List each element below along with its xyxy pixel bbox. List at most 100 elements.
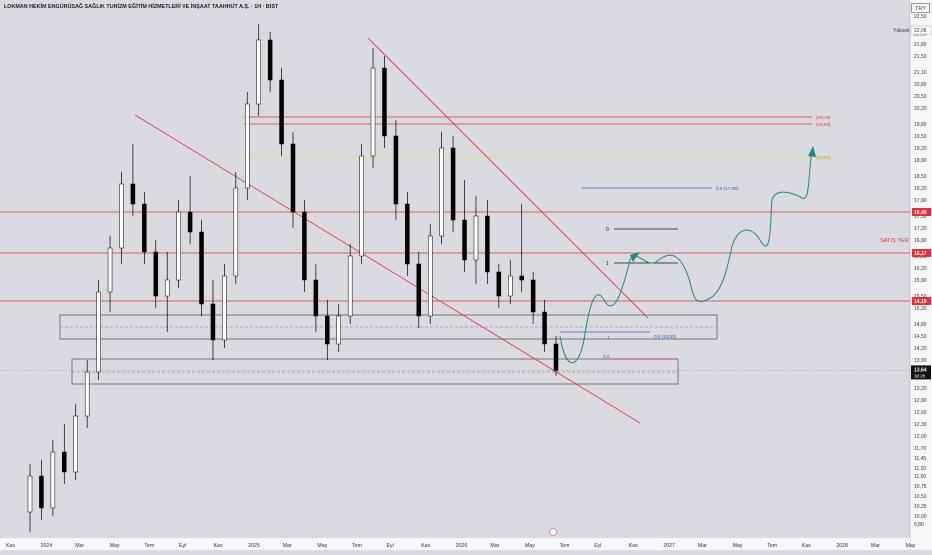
- y-tick-label: 19,80: [914, 122, 927, 128]
- candle-body: [553, 343, 559, 371]
- candle-body: [359, 155, 364, 257]
- candle-body: [187, 211, 193, 233]
- x-tick-label: Tem: [352, 543, 362, 549]
- x-tick-label: Eyl: [179, 543, 186, 549]
- x-tick-label: Eyl: [594, 543, 601, 549]
- level-price-label: 16,40: [914, 210, 927, 216]
- x-tick-label: May: [906, 543, 916, 549]
- y-tick-label: 21,80: [914, 42, 927, 48]
- level-price-tag: [912, 297, 931, 305]
- projection-arrowhead: [808, 146, 816, 157]
- candle-body: [508, 275, 513, 297]
- projection-arrowhead: [630, 252, 640, 262]
- plot-background: [0, 0, 910, 538]
- candle-body: [542, 311, 547, 345]
- candle-body: [405, 203, 410, 265]
- candle-body: [450, 147, 456, 221]
- x-tick-label: Kas: [421, 543, 430, 549]
- candle-body: [462, 219, 467, 261]
- y-tick-label: 21,10: [914, 70, 927, 76]
- y-tick-label: 10,00: [914, 514, 927, 520]
- candle-body: [496, 271, 502, 297]
- y-tick-label: 14,50: [914, 334, 927, 340]
- fib-level-label: 0,6: [603, 354, 610, 359]
- x-tick-label: 2026: [456, 543, 468, 549]
- x-tick-label: Mar: [75, 543, 84, 549]
- x-tick-label: 2028: [836, 543, 848, 549]
- candle-body: [73, 415, 78, 473]
- x-tick-label: Kas: [629, 543, 638, 549]
- projection-path: [559, 149, 813, 364]
- high-value-label: 22,06: [914, 28, 927, 34]
- candle-body: [530, 279, 536, 313]
- sell-zone-label: SATIŞ YER: [880, 238, 909, 244]
- y-tick-label: 20,20: [914, 106, 927, 112]
- y-tick-label: 18,20: [914, 186, 927, 192]
- candle-body: [370, 67, 376, 157]
- candle-body: [267, 39, 273, 81]
- y-tick-label: 12,60: [914, 410, 927, 416]
- y-tick-label: 9,80: [914, 522, 924, 528]
- candle-body: [164, 279, 170, 297]
- candle-body: [347, 255, 353, 317]
- level-price-tag: [912, 249, 931, 257]
- y-tick-label: 17,20: [914, 226, 927, 232]
- y-tick-label: 16,90: [914, 238, 927, 244]
- high-label: Yüksek: [893, 28, 910, 34]
- y-tick-label: 16,20: [914, 266, 927, 272]
- x-tick-label: Tem: [560, 543, 570, 549]
- candle-body: [439, 147, 444, 237]
- candle-body: [130, 183, 136, 205]
- candle-body: [96, 291, 101, 373]
- y-tick-label: 20,80: [914, 82, 927, 88]
- candle-body: [222, 275, 227, 341]
- y-tick-label: 10,50: [914, 494, 927, 500]
- time-axis-panel: [0, 538, 910, 550]
- fib-level-label: 1: [606, 261, 609, 267]
- high-value-tag: [910, 25, 932, 35]
- x-tick-label: Tem: [767, 543, 777, 549]
- level-price-label: (18,93): [816, 122, 831, 127]
- fib-level-label: 0,9 (17,06): [716, 186, 739, 191]
- x-tick-label: Eyl: [387, 543, 394, 549]
- x-tick-label: Mar: [871, 543, 880, 549]
- candle-body: [416, 263, 422, 317]
- x-tick-label: May: [317, 543, 327, 549]
- y-tick-label: 14,80: [914, 322, 927, 328]
- candle-body: [473, 215, 479, 261]
- candle-body: [485, 215, 490, 273]
- candle-body: [279, 79, 284, 145]
- y-tick-label: 22,50: [914, 14, 927, 20]
- x-tick-label: 2024: [41, 543, 53, 549]
- candle-body: [176, 211, 181, 281]
- candle-countdown: 3d 2h: [914, 373, 926, 378]
- candle-body: [119, 183, 124, 249]
- support-zone-lower: [71, 358, 679, 385]
- x-tick-label: Mar: [283, 543, 292, 549]
- y-tick-label: 19,20: [914, 146, 927, 152]
- y-tick-label: 10,75: [914, 484, 927, 490]
- candle-body: [393, 135, 399, 205]
- candle-body: [427, 235, 433, 317]
- fib-level-label: 0: [606, 227, 609, 233]
- x-tick-label: 2027: [663, 543, 675, 549]
- x-tick-label: May: [733, 543, 743, 549]
- y-tick-label: 14,20: [914, 346, 927, 352]
- candle-body: [39, 475, 44, 509]
- y-tick-label: 12,90: [914, 398, 927, 404]
- fib-level-label: 1: [607, 335, 610, 340]
- chart-title: LOKMAN HEKİM ENGÜRÜSAĞ SAĞLIK TURİZM EĞİ…: [4, 4, 279, 10]
- y-tick-label: 13,90: [914, 358, 927, 364]
- y-tick-label: 13,20: [914, 386, 927, 392]
- x-tick-label: Mar: [698, 543, 707, 549]
- y-tick-label: 12,30: [914, 422, 927, 428]
- x-tick-label: Kas: [6, 543, 15, 549]
- y-tick-label: 22,06: [914, 32, 927, 38]
- candle-body: [290, 143, 296, 213]
- currency-badge[interactable]: TRY: [911, 3, 930, 13]
- y-tick-label: 18,50: [914, 174, 927, 180]
- candle-body: [302, 211, 307, 281]
- candle-body: [142, 203, 147, 253]
